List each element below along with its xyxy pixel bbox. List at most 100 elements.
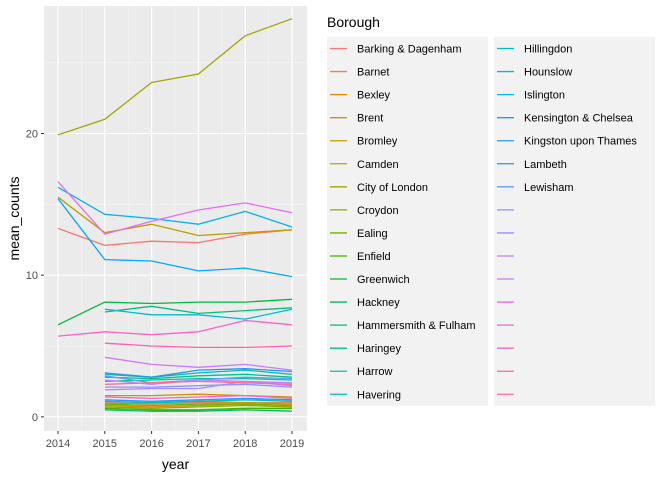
legend: Borough Barking & Dagenham Barnet Bexley Br… [327,14,655,406]
legend-label: Bromley [357,136,398,148]
x-tick-label: 2015 [93,438,117,450]
legend-label: Harrow [357,366,393,378]
series-line-27 [104,356,293,371]
x-axis-label: year [162,456,190,472]
legend-key-background [494,313,655,337]
legend-item: Hammersmith & Fulham [327,313,488,337]
legend-key-background [494,152,655,176]
legend-item: Barnet [327,60,488,84]
series-line-9 [104,403,293,407]
legend-key-background [494,106,655,130]
series-line-16 [104,399,293,404]
legend-item: Brent [327,106,488,130]
legend-key-background [327,83,488,107]
legend-item: Hillingdon [494,37,655,61]
series-line-22 [104,368,293,378]
series-line-24 [104,383,293,388]
legend-label: Lambeth [524,159,567,171]
legend-item [494,244,655,268]
legend-item: Hackney [327,290,488,314]
legend-key-background [494,175,655,199]
legend-item [494,336,655,360]
x-tick-label: 2014 [46,438,70,450]
legend-key-background [494,83,655,107]
legend-label: Croydon [357,205,399,217]
legend-item [494,267,655,291]
minor-gridlines [44,6,307,431]
legend-item: Harrow [327,359,488,383]
x-axis: 2014 2015 2016 2017 2018 2019 [46,431,304,450]
legend-item: Hounslow [494,60,655,84]
legend-item: Bexley [327,83,488,107]
series-line-28 [57,181,293,235]
legend-key-background [494,336,655,360]
legend-label: Brent [357,113,383,125]
series-line-30 [57,319,293,337]
legend-item: Kingston upon Thames [494,129,655,153]
series-line-12 [104,409,293,412]
legend-title: Borough [327,14,380,30]
series-line-8 [104,404,293,409]
legend-entries: Barking & Dagenham Barnet Bexley Brent Broml… [327,37,655,406]
legend-item: Islington [494,83,655,107]
legend-key-background [494,198,655,222]
legend-label: Havering [357,389,401,401]
legend-key-background [327,175,488,199]
series-line-31 [104,342,293,349]
legend-key-background [494,37,655,61]
legend-item: Havering [327,382,488,406]
legend-label: Kensington & Chelsea [524,113,634,125]
series-line-13 [104,305,293,315]
legend-key-background [327,152,488,176]
legend-key-background [494,290,655,314]
legend-label: Hounslow [524,67,572,79]
legend-key-background [494,267,655,291]
legend-label: Haringey [357,343,402,355]
legend-label: Kingston upon Thames [524,136,637,148]
legend-label: Hammersmith & Fulham [357,320,476,332]
y-tick-label: 0 [32,412,38,424]
legend-key-background [327,313,488,337]
series-line-14 [104,373,293,380]
legend-item: Barking & Dagenham [327,37,488,61]
legend-item: Croydon [327,198,488,222]
major-gridlines [44,6,307,431]
y-tick-label: 20 [26,129,38,141]
legend-item: Kensington & Chelsea [494,106,655,130]
x-tick-label: 2017 [186,438,210,450]
y-axis: 0 10 20 [26,129,44,424]
legend-item: Enfield [327,244,488,268]
legend-key-background [327,244,488,268]
legend-key-background [494,221,655,245]
legend-key-background [327,198,488,222]
legend-key-background [327,267,488,291]
legend-item: Lambeth [494,152,655,176]
legend-label: Hillingdon [524,44,572,56]
legend-label: Islington [524,90,565,102]
legend-item: Haringey [327,336,488,360]
legend-label: Barking & Dagenham [357,44,462,56]
legend-item: Camden [327,152,488,176]
legend-key-background [327,290,488,314]
legend-label: Ealing [357,228,388,240]
legend-item: Lewisham [494,175,655,199]
legend-key-background [327,106,488,130]
legend-item [494,382,655,406]
legend-label: Greenwich [357,274,410,286]
legend-label: Hackney [357,297,400,309]
legend-item [494,290,655,314]
legend-item: City of London [327,175,488,199]
legend-key-background [327,359,488,383]
legend-key-background [327,336,488,360]
series-line-18 [104,308,293,320]
y-tick-label: 10 [26,270,38,282]
y-axis-label: mean_counts [6,176,22,260]
legend-key-background [327,60,488,84]
legend-label: Bexley [357,90,391,102]
legend-item: Ealing [327,221,488,245]
series-line-32 [104,380,293,385]
legend-item [494,359,655,383]
legend-item: Bromley [327,129,488,153]
legend-label: Lewisham [524,182,574,194]
series-line-21 [104,397,293,402]
